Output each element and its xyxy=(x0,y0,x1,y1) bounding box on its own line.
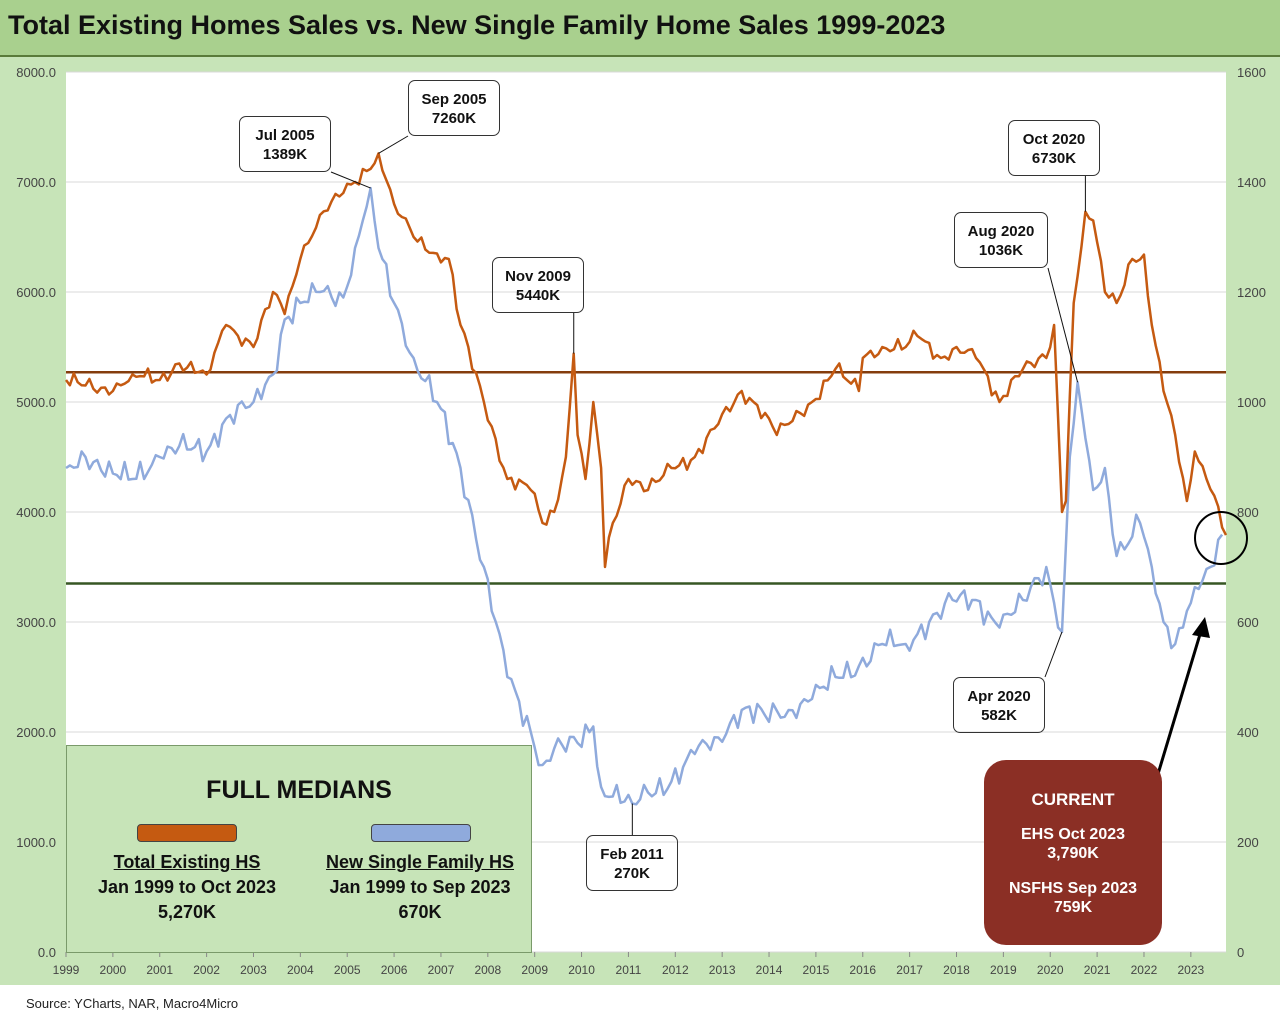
existing-median-column: Total Existing HS Jan 1999 to Oct 2023 5… xyxy=(77,850,297,925)
y-right-tick-label: 0 xyxy=(1237,945,1244,960)
y-axis-ticks: 0.0 1000.0 2000.0 3000.0 4000.0 5000.0 6000.0 7… xyxy=(16,65,1266,960)
current-values-box: CURRENT EHS Oct 2023 3,790K NSFHS Sep 20… xyxy=(984,760,1162,945)
new-single-median-label: New Single Family HS xyxy=(325,852,515,872)
callout-value: 6730K xyxy=(1031,150,1077,167)
callout-date: Nov 2009 xyxy=(505,268,571,285)
x-tick-label: 2000 xyxy=(100,963,127,977)
callout-value: 582K xyxy=(981,707,1017,724)
existing-median-value: 5,270K xyxy=(157,902,217,922)
y-left-tick-label: 2000.0 xyxy=(16,725,56,740)
x-tick-label: 2002 xyxy=(193,963,220,977)
x-tick-label: 2011 xyxy=(616,963,642,977)
callout-sep-2005: Sep 2005 7260K xyxy=(408,80,500,136)
existing-swatch xyxy=(137,824,237,842)
callout-leaders xyxy=(330,135,1086,835)
y-right-tick-label: 1600 xyxy=(1237,65,1266,80)
medians-legend-box: FULL MEDIANS Total Existing HS Jan 1999 … xyxy=(66,745,532,953)
new-single-median-range: Jan 1999 to Sep 2023 xyxy=(329,877,511,897)
y-left-tick-label: 4000.0 xyxy=(16,505,56,520)
callout-value: 1036K xyxy=(978,242,1024,259)
x-tick-label: 2016 xyxy=(849,963,876,977)
x-tick-label: 2010 xyxy=(568,963,595,977)
callout-apr-2020: Apr 2020 582K xyxy=(953,677,1045,733)
callout-value: 270K xyxy=(614,865,650,882)
callout-leader-line xyxy=(1047,267,1079,383)
callout-feb-2011: Feb 2011 270K xyxy=(586,835,678,891)
y-left-tick-label: 0.0 xyxy=(38,945,56,960)
callout-value: 7260K xyxy=(431,110,477,127)
new-single-median-column: New Single Family HS Jan 1999 to Sep 202… xyxy=(310,850,530,925)
current-nsfhs-label: NSFHS Sep 2023 xyxy=(1008,880,1138,897)
x-tick-label: 2013 xyxy=(709,963,736,977)
x-tick-label: 2017 xyxy=(896,963,923,977)
callout-date: Feb 2011 xyxy=(600,846,664,863)
x-tick-label: 2015 xyxy=(803,963,830,977)
callout-date: Apr 2020 xyxy=(967,688,1031,705)
new-single-swatch xyxy=(371,824,471,842)
x-tick-label: 2001 xyxy=(146,963,173,977)
y-left-tick-label: 5000.0 xyxy=(16,395,56,410)
x-tick-label: 1999 xyxy=(53,963,80,977)
y-left-tick-label: 3000.0 xyxy=(16,615,56,630)
current-marker-circle xyxy=(1194,511,1248,565)
x-tick-label: 2006 xyxy=(381,963,408,977)
x-tick-label: 2021 xyxy=(1084,963,1111,977)
existing-series-line xyxy=(64,152,1228,569)
x-tick-label: 2022 xyxy=(1131,963,1158,977)
new-single-median-value: 670K xyxy=(398,902,442,922)
existing-median-range: Jan 1999 to Oct 2023 xyxy=(97,877,277,897)
current-arrow-shaft xyxy=(1156,630,1203,775)
callout-nov-2009: Nov 2009 5440K xyxy=(492,257,584,313)
x-tick-label: 2012 xyxy=(662,963,689,977)
x-tick-label: 2008 xyxy=(474,963,501,977)
callout-date: Oct 2020 xyxy=(1022,131,1086,148)
new_single-series-line xyxy=(65,186,1224,806)
current-nsfhs-value: 759K xyxy=(1053,899,1093,916)
gridlines xyxy=(66,71,1226,953)
chart-title: Total Existing Homes Sales vs. New Singl… xyxy=(8,10,946,40)
current-heading: CURRENT xyxy=(1031,790,1115,809)
y-left-tick-label: 1000.0 xyxy=(16,835,56,850)
x-tick-label: 2018 xyxy=(943,963,970,977)
x-tick-label: 2014 xyxy=(756,963,783,977)
current-arrow-head xyxy=(1192,617,1210,638)
current-ehs-value: 3,790K xyxy=(1047,845,1099,862)
x-tick-label: 2004 xyxy=(287,963,314,977)
y-left-tick-label: 8000.0 xyxy=(16,65,56,80)
callout-date: Aug 2020 xyxy=(967,223,1035,240)
callout-date: Jul 2005 xyxy=(255,127,315,144)
x-tick-label: 2007 xyxy=(428,963,455,977)
x-tick-label: 2005 xyxy=(334,963,361,977)
x-tick-label: 2019 xyxy=(990,963,1017,977)
callout-aug-2020: Aug 2020 1036K xyxy=(954,212,1048,268)
x-tick-label: 2020 xyxy=(1037,963,1064,977)
callout-date: Sep 2005 xyxy=(421,91,487,108)
x-tick-label: 2003 xyxy=(240,963,267,977)
callout-value: 1389K xyxy=(262,146,308,163)
current-ehs-label: EHS Oct 2023 xyxy=(1020,826,1126,843)
callout-leader-line xyxy=(378,135,409,154)
callout-leader-line xyxy=(330,171,371,189)
callout-leader-line xyxy=(1044,631,1063,678)
callout-jul-2005: Jul 2005 1389K xyxy=(239,116,331,172)
x-tick-label: 2023 xyxy=(1177,963,1204,977)
source-note: Source: YCharts, NAR, Macro4Micro xyxy=(26,996,239,1011)
x-tick-label: 2009 xyxy=(521,963,548,977)
y-left-tick-label: 7000.0 xyxy=(16,175,56,190)
y-right-tick-label: 400 xyxy=(1237,725,1259,740)
y-right-tick-label: 1200 xyxy=(1237,285,1266,300)
series-lines xyxy=(64,152,1228,806)
y-right-tick-label: 1400 xyxy=(1237,175,1266,190)
y-right-tick-label: 1000 xyxy=(1237,395,1266,410)
callout-value: 5440K xyxy=(515,287,561,304)
y-right-tick-label: 600 xyxy=(1237,615,1259,630)
existing-median-label: Total Existing HS xyxy=(113,852,261,872)
y-right-tick-label: 200 xyxy=(1237,835,1259,850)
callout-oct-2020: Oct 2020 6730K xyxy=(1008,120,1100,176)
medians-title: FULL MEDIANS xyxy=(206,776,392,804)
y-left-tick-label: 6000.0 xyxy=(16,285,56,300)
x-axis-ticks: 1999 2000 2001 2002 2003 2004 2005 2006 2007 2008… xyxy=(53,952,1205,977)
y-right-tick-label: 800 xyxy=(1237,505,1259,520)
title-bar: Total Existing Homes Sales vs. New Singl… xyxy=(0,0,1280,57)
